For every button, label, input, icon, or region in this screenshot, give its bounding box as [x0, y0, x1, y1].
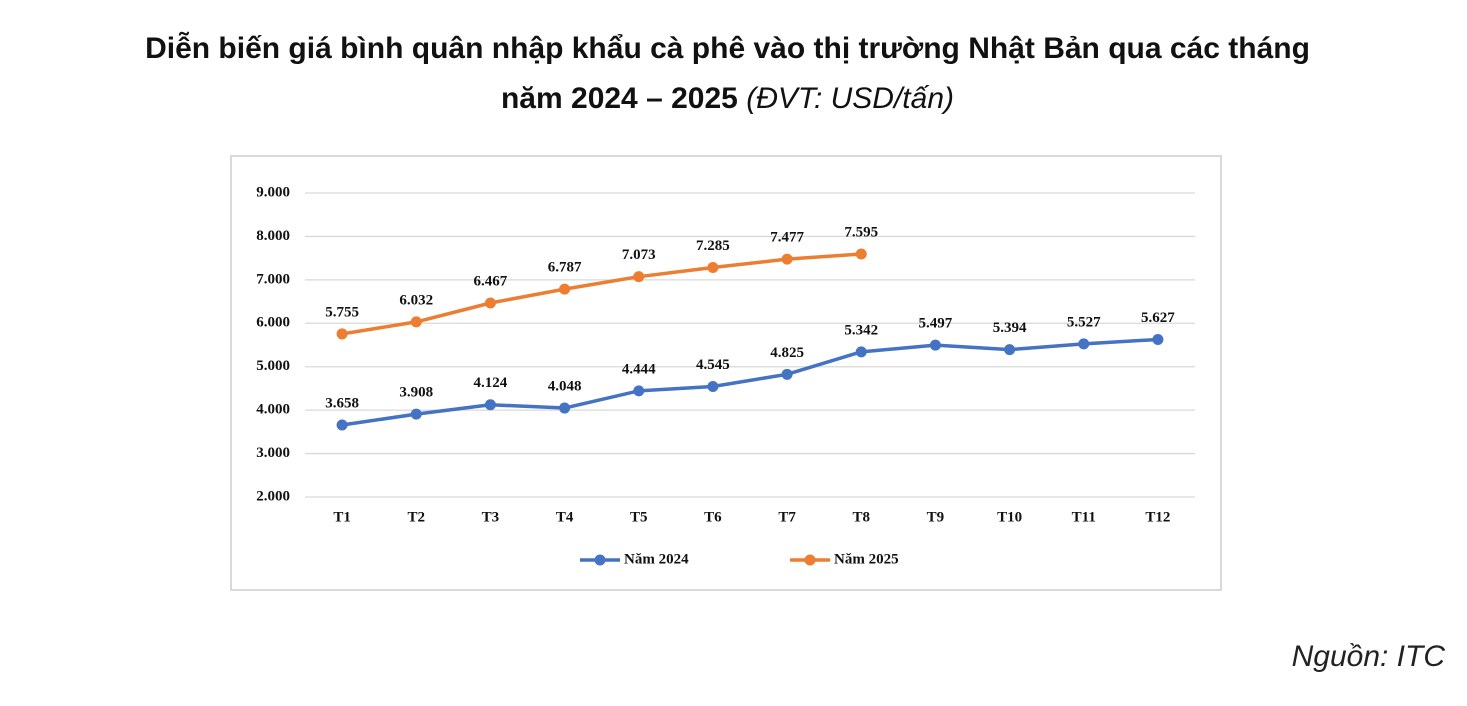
data-point: [559, 402, 571, 414]
data-label: 5.394: [993, 320, 1027, 336]
x-tick-label: T4: [556, 509, 574, 525]
y-tick-label: 2.000: [256, 488, 290, 504]
data-point: [855, 248, 867, 260]
data-label: 4.825: [770, 345, 804, 361]
y-tick-label: 5.000: [256, 358, 290, 374]
data-point: [781, 368, 793, 380]
x-tick-label: T6: [704, 509, 722, 525]
source: Nguồn: ITC: [1291, 640, 1445, 673]
data-point: [336, 419, 348, 431]
data-point: [410, 408, 422, 420]
data-label: 5.497: [919, 316, 953, 332]
data-point: [1152, 333, 1164, 345]
data-point: [929, 339, 941, 351]
legend-marker: [594, 554, 606, 566]
data-point: [707, 261, 719, 273]
chart-title: Diễn biến giá bình quân nhập khẩu cà phê…: [145, 32, 1310, 115]
y-tick-label: 3.000: [256, 445, 290, 461]
data-label: 7.073: [622, 247, 656, 263]
data-label: 4.124: [474, 375, 508, 391]
data-label: 3.658: [325, 395, 359, 411]
data-label: 7.477: [770, 230, 804, 246]
x-tick-label: T8: [852, 509, 870, 525]
x-tick-label: T12: [1145, 509, 1170, 525]
data-label: 4.545: [696, 357, 730, 373]
x-tick-label: T2: [407, 509, 425, 525]
data-point: [707, 380, 719, 392]
data-label: 4.048: [548, 378, 582, 394]
header: Diễn biến giá bình quân nhập khẩu cà phê…: [120, 24, 1335, 124]
legend-label: Năm 2025: [834, 551, 899, 567]
data-point: [1078, 338, 1090, 350]
data-point: [1004, 344, 1016, 356]
x-tick-label: T3: [482, 509, 500, 525]
x-tick-label: T5: [630, 509, 648, 525]
data-point: [781, 253, 793, 265]
chart: 2.000 3.000 4.000 5.000 6.000 7.000 8.000 9.000…: [230, 155, 1222, 591]
data-label: 6.787: [548, 260, 582, 276]
data-label: 7.285: [696, 238, 730, 254]
data-point: [410, 316, 422, 328]
y-tick-label: 9.000: [256, 184, 290, 200]
chart-frame: [230, 155, 1222, 591]
data-point: [484, 399, 496, 411]
legend-marker: [804, 554, 816, 566]
x-tick-label: T9: [927, 509, 945, 525]
data-label: 3.908: [399, 385, 433, 401]
data-point: [559, 283, 571, 295]
data-label: 7.595: [844, 224, 878, 240]
data-point: [633, 385, 645, 397]
data-point: [855, 346, 867, 358]
data-label: 5.527: [1067, 314, 1101, 330]
data-point: [484, 297, 496, 309]
data-label: 6.032: [399, 292, 433, 308]
y-tick-label: 8.000: [256, 228, 290, 244]
data-point: [336, 328, 348, 340]
y-tick-label: 6.000: [256, 315, 290, 331]
data-label: 4.444: [622, 361, 656, 377]
data-label: 5.627: [1141, 310, 1175, 326]
x-tick-label: T1: [333, 509, 351, 525]
data-label: 5.755: [325, 304, 359, 320]
x-tick-label: T7: [778, 509, 796, 525]
data-label: 5.342: [844, 322, 878, 338]
series-line: [341, 252, 862, 336]
x-tick-label: T11: [1072, 509, 1096, 525]
chart-subtitle: (ĐVT: USD/tấn): [746, 82, 954, 115]
series-line: [341, 337, 1159, 427]
legend-label: Năm 2024: [624, 551, 689, 567]
data-label: 6.467: [474, 273, 508, 289]
x-tick-label: T10: [997, 509, 1022, 525]
y-tick-label: 4.000: [256, 402, 290, 418]
data-point: [633, 271, 645, 283]
y-tick-label: 7.000: [256, 271, 290, 287]
